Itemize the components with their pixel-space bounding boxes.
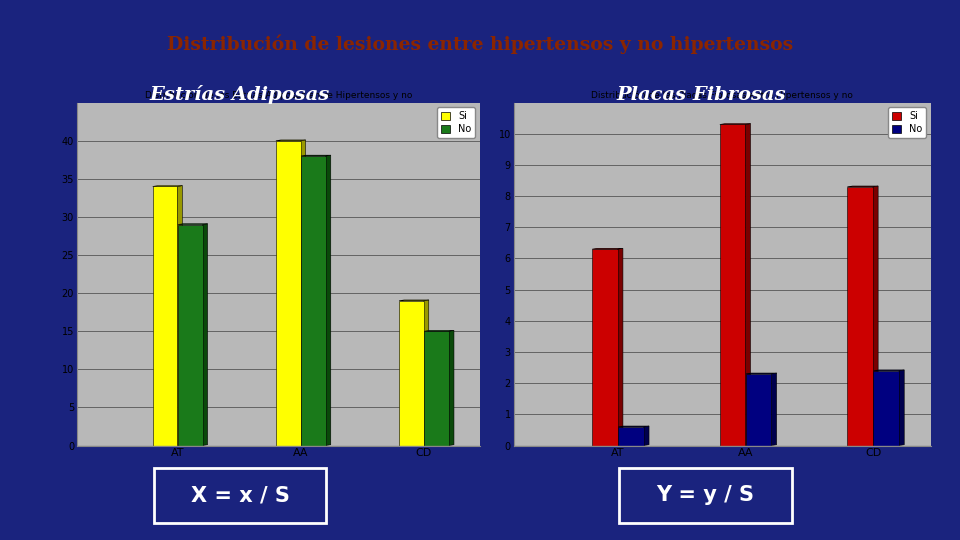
Title: Distribución de las Estrias Adiposas entre Hipertensos y no: Distribución de las Estrias Adiposas ent… (145, 91, 412, 100)
Text: Placas Fibrosas: Placas Fibrosas (616, 85, 785, 104)
Text: X = x / S: X = x / S (191, 485, 289, 505)
Polygon shape (873, 186, 878, 446)
Text: Y = y / S: Y = y / S (657, 485, 755, 505)
Polygon shape (300, 140, 305, 446)
Bar (424, 331, 449, 445)
Text: Estrías Adiposas: Estrías Adiposas (150, 85, 330, 104)
Text: Distribución de lesiones entre hipertensos y no hipertensos: Distribución de lesiones entre hipertens… (167, 35, 793, 55)
Bar (874, 370, 899, 446)
Bar (848, 187, 873, 445)
Bar (592, 249, 617, 446)
Title: Distribución de las Placas Fibrosas entre Hipertensos y no: Distribución de las Placas Fibrosas entr… (591, 91, 853, 100)
Polygon shape (592, 248, 623, 249)
Polygon shape (772, 373, 777, 446)
Polygon shape (745, 124, 751, 446)
Bar (178, 225, 203, 446)
Legend: Si, No: Si, No (437, 107, 475, 138)
Polygon shape (276, 140, 305, 141)
Polygon shape (301, 155, 331, 156)
Polygon shape (178, 224, 207, 225)
Bar (720, 124, 745, 446)
Polygon shape (449, 330, 454, 446)
Polygon shape (848, 186, 878, 187)
Polygon shape (746, 373, 777, 374)
Bar (276, 141, 300, 445)
Polygon shape (617, 248, 623, 446)
Polygon shape (423, 300, 429, 446)
Bar (153, 186, 178, 446)
Bar (746, 374, 772, 445)
Polygon shape (203, 224, 207, 446)
Polygon shape (399, 300, 429, 301)
Legend: Si, No: Si, No (888, 107, 926, 138)
Bar (618, 427, 644, 446)
Bar (301, 156, 325, 446)
Bar (399, 301, 423, 446)
Polygon shape (424, 330, 454, 331)
Polygon shape (899, 370, 904, 446)
Polygon shape (325, 155, 331, 446)
Polygon shape (618, 426, 649, 427)
Polygon shape (644, 426, 649, 445)
Polygon shape (178, 186, 182, 446)
